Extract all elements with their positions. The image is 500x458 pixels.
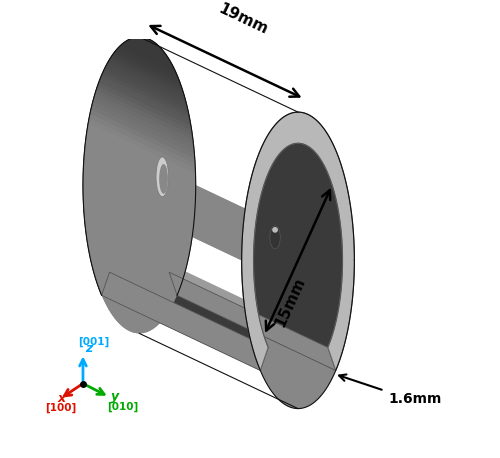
Text: [001]: [001] <box>78 336 109 347</box>
Text: 15mm: 15mm <box>272 275 308 329</box>
Polygon shape <box>83 185 354 409</box>
Text: z: z <box>84 342 92 355</box>
Text: [100]: [100] <box>46 403 76 413</box>
Text: y: y <box>110 390 118 403</box>
Polygon shape <box>102 272 268 371</box>
Text: x: x <box>58 392 66 405</box>
Polygon shape <box>169 272 336 371</box>
Ellipse shape <box>270 226 280 249</box>
Polygon shape <box>83 37 196 295</box>
Ellipse shape <box>272 227 278 233</box>
Text: [010]: [010] <box>108 402 139 412</box>
Ellipse shape <box>159 164 168 194</box>
Polygon shape <box>83 37 354 371</box>
Text: 1.6mm: 1.6mm <box>388 392 442 406</box>
Polygon shape <box>242 112 354 371</box>
Polygon shape <box>83 37 354 260</box>
Polygon shape <box>95 68 342 340</box>
Text: 19mm: 19mm <box>216 1 270 37</box>
Ellipse shape <box>156 157 168 196</box>
